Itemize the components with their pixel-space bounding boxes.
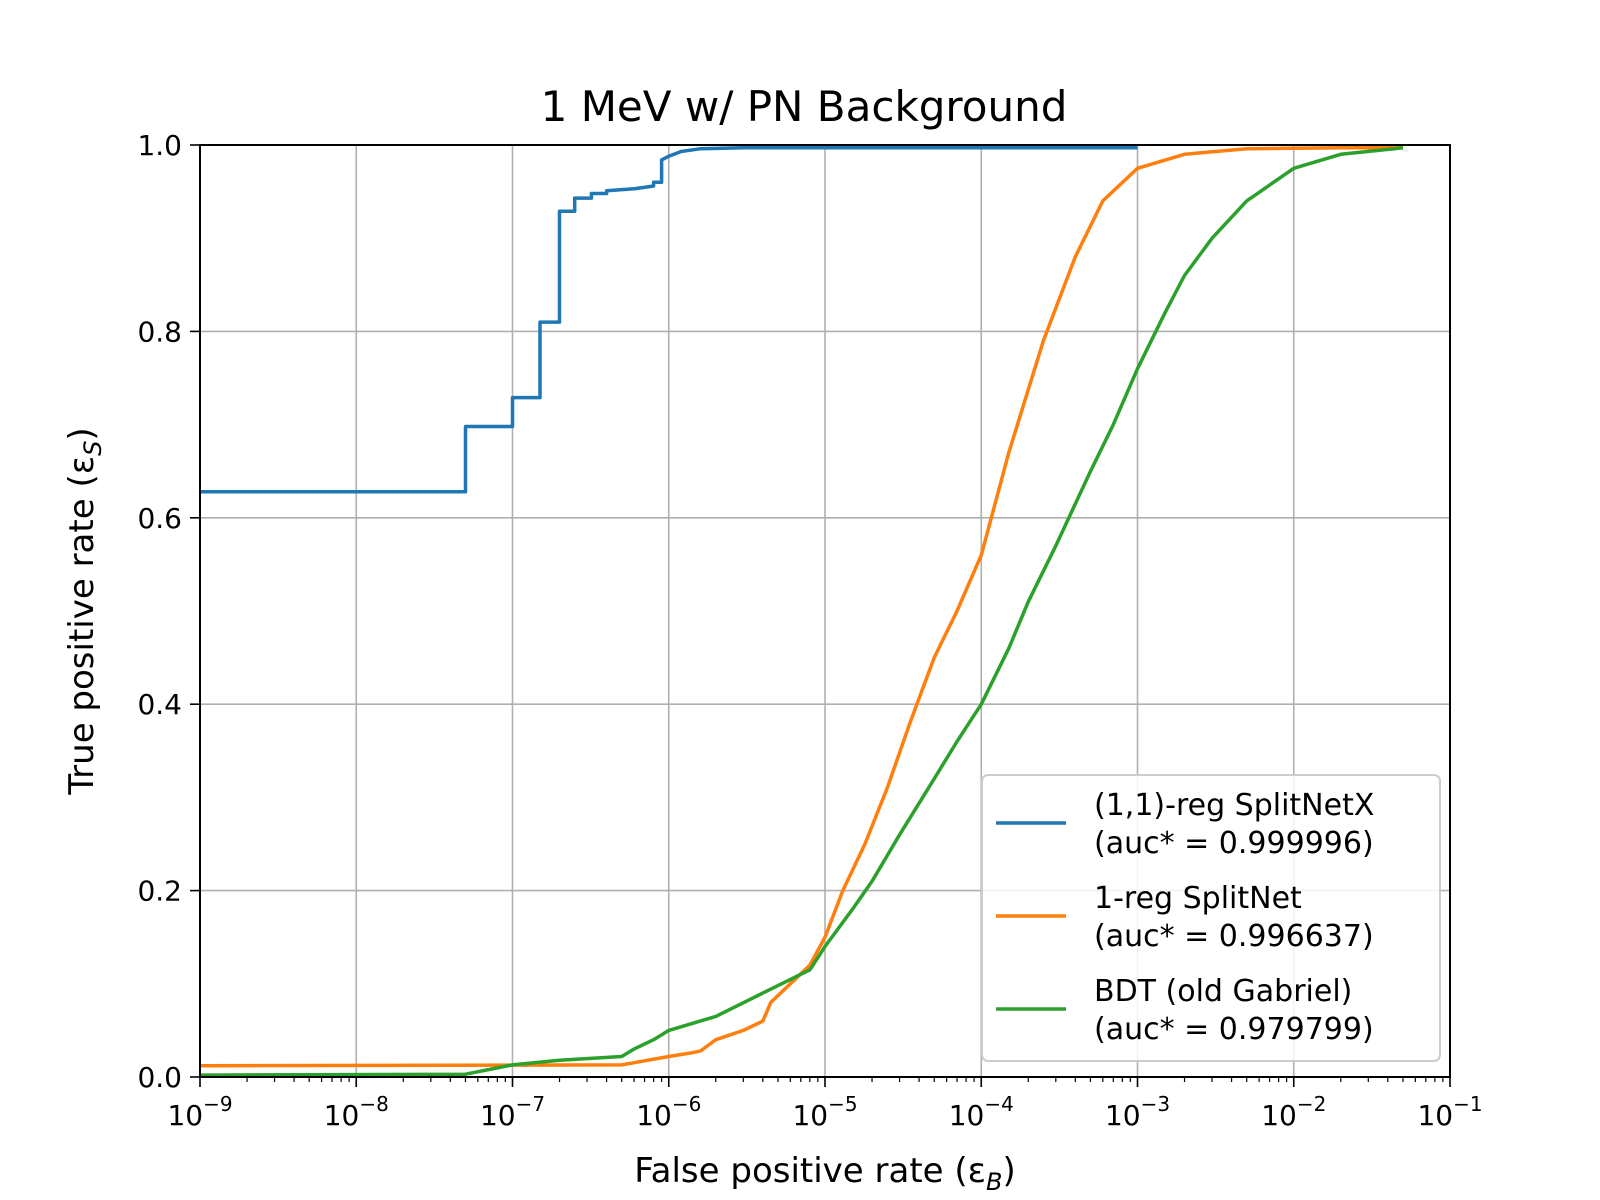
y-axis-label: True positive rate (εS) <box>62 427 107 795</box>
y-tick-label: 1.0 <box>137 129 182 162</box>
x-tick-label: 10−5 <box>792 1092 857 1132</box>
series-lines <box>199 146 1404 1077</box>
series-line-1 <box>200 146 1138 494</box>
legend-box <box>981 774 1441 1062</box>
y-axis-label-text: True positive rate (εS) <box>62 427 107 795</box>
y-tick-label: 0.4 <box>137 688 182 721</box>
x-tick-label: 10−6 <box>636 1092 701 1132</box>
series-line-2 <box>199 146 1403 1068</box>
chart-title: 1 MeV w/ PN Background <box>541 82 1068 131</box>
grid <box>200 145 1450 1077</box>
y-tick-label: 0.2 <box>137 875 182 908</box>
y-tick-label: 0.6 <box>137 502 182 535</box>
x-tick-label: 10−8 <box>324 1092 389 1132</box>
legend: (1,1)-reg SplitNetX(auc* = 0.999996) 1-re… <box>981 774 1441 1062</box>
x-axis-label-text: False positive rate (εB) <box>634 1151 1016 1196</box>
legend-entry-name: BDT (old Gabriel) <box>1094 974 1352 1009</box>
legend-entry-auc: (auc* = 0.999996) <box>1094 826 1374 861</box>
y-tick-label: 0.0 <box>137 1061 182 1094</box>
axis-ticks: 10−9 10−8 10−7 10−6 10−5 10−4 10−3 10−2 10−1 0.0 0… <box>137 129 1482 1132</box>
x-axis-label: False positive rate (εB) <box>634 1151 1016 1196</box>
x-tick-label: 10−2 <box>1261 1092 1326 1132</box>
legend-entry-name: 1-reg SplitNet <box>1094 881 1302 916</box>
x-tick-label: 10−3 <box>1105 1092 1170 1132</box>
legend-entry-auc: (auc* = 0.996637) <box>1094 919 1374 954</box>
y-tick-label: 0.8 <box>137 315 182 348</box>
x-tick-label: 10−1 <box>1417 1092 1482 1132</box>
x-tick-label: 10−9 <box>167 1092 232 1132</box>
x-tick-label: 10−4 <box>949 1092 1014 1132</box>
series-line-3 <box>199 146 1404 1077</box>
legend-entry-auc: (auc* = 0.979799) <box>1094 1012 1374 1047</box>
legend-entry-name: (1,1)-reg SplitNetX <box>1094 788 1374 823</box>
x-tick-label: 10−7 <box>480 1092 545 1132</box>
